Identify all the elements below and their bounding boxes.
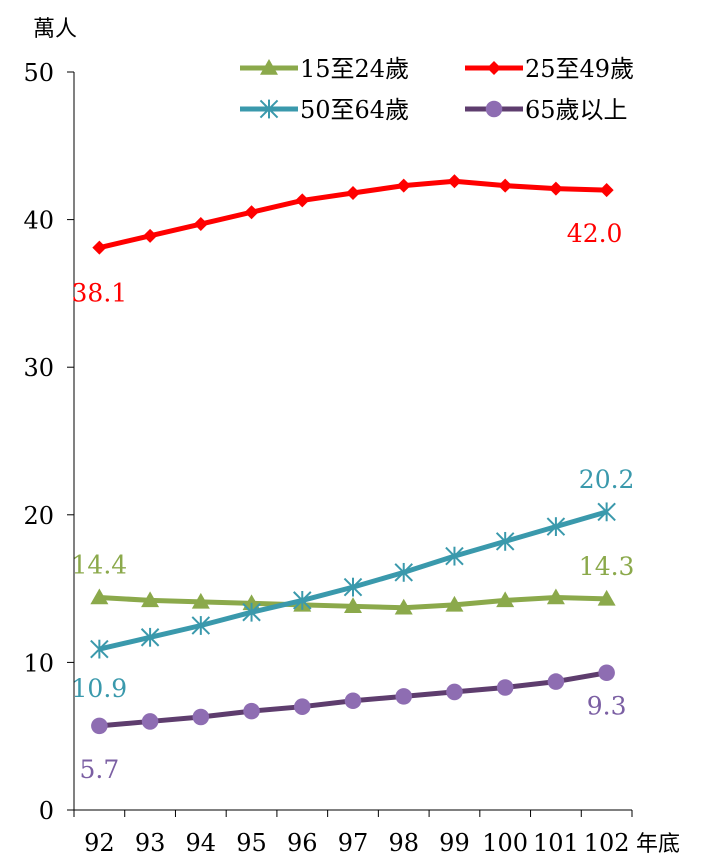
- data-point-marker: [193, 217, 208, 232]
- series-2: [90, 502, 616, 659]
- legend-label: 15至24歲: [300, 55, 409, 83]
- data-point-marker: [343, 577, 363, 597]
- data-point-marker: [546, 517, 566, 537]
- data-point-marker: [92, 240, 107, 255]
- y-tick-label: 0: [39, 797, 54, 825]
- y-tick-label: 50: [23, 59, 54, 87]
- series-layer: [90, 174, 616, 735]
- legend-item-1: 25至49歲: [465, 55, 634, 83]
- data-point-marker: [547, 673, 565, 690]
- x-tick-label: 99: [439, 829, 470, 857]
- data-label: 9.3: [587, 692, 627, 721]
- x-tick-label: 102: [584, 829, 630, 857]
- y-tick-label: 10: [23, 649, 54, 677]
- data-point-marker: [548, 181, 563, 196]
- data-point-marker: [597, 502, 616, 522]
- data-point-marker: [344, 597, 362, 614]
- data-label: 38.1: [72, 279, 128, 308]
- data-point-marker: [445, 595, 464, 612]
- data-point-marker: [486, 60, 502, 76]
- data-point-marker: [91, 717, 108, 735]
- data-point-marker: [192, 708, 210, 726]
- data-point-marker: [244, 205, 259, 220]
- series-0: [90, 588, 616, 615]
- y-tick-label: 20: [23, 502, 54, 530]
- data-labels: 14.4 14.3 38.1 42.0 10.9 20.2 5.7 9.3: [72, 219, 635, 784]
- x-axis-unit-label: 年底: [636, 832, 680, 857]
- y-tick-label: 40: [23, 207, 54, 235]
- data-point-marker: [495, 531, 515, 551]
- series-3: [91, 664, 615, 735]
- data-point-marker: [90, 639, 109, 659]
- data-point-marker: [90, 588, 109, 605]
- data-point-marker: [243, 702, 260, 720]
- x-tick-label: 100: [482, 829, 528, 857]
- data-label: 14.3: [579, 552, 635, 581]
- data-point-marker: [141, 591, 160, 608]
- data-point-marker: [242, 602, 261, 622]
- data-point-marker: [295, 193, 310, 208]
- data-point-marker: [498, 178, 513, 193]
- x-tick-label: 93: [135, 829, 166, 857]
- data-point-marker: [485, 100, 503, 118]
- data-point-marker: [140, 627, 160, 647]
- data-point-marker: [599, 183, 614, 198]
- legend-item-3: 65歲以上: [465, 96, 628, 124]
- data-point-marker: [447, 174, 462, 189]
- data-point-marker: [394, 562, 413, 582]
- data-point-marker: [394, 598, 413, 615]
- legend: 15至24歲 25至49歲 50至64歲 65歲以上: [240, 55, 634, 124]
- data-point-marker: [242, 594, 261, 611]
- data-point-marker: [546, 588, 565, 605]
- data-point-marker: [395, 688, 413, 705]
- y-axis-unit-label: 萬人: [33, 17, 77, 42]
- x-tick-label: 96: [287, 829, 318, 857]
- data-point-marker: [191, 592, 210, 609]
- legend-item-2: 50至64歲: [240, 96, 409, 124]
- data-point-marker: [344, 692, 362, 710]
- data-label: 10.9: [72, 674, 128, 703]
- data-point-marker: [445, 546, 464, 566]
- data-point-marker: [345, 186, 361, 201]
- data-point-marker: [191, 616, 211, 635]
- series-1: [92, 174, 614, 255]
- data-label: 5.7: [79, 755, 119, 784]
- y-tick-label: 30: [23, 354, 54, 382]
- data-point-marker: [597, 589, 616, 606]
- legend-label: 25至49歲: [525, 55, 634, 83]
- data-point-marker: [496, 679, 514, 696]
- legend-label: 65歲以上: [525, 96, 628, 124]
- data-point-marker: [143, 228, 158, 243]
- data-point-marker: [293, 591, 312, 610]
- data-label: 42.0: [567, 219, 623, 248]
- data-point-marker: [446, 683, 463, 701]
- x-tick-label: 97: [338, 829, 369, 857]
- data-point-marker: [396, 178, 411, 193]
- axes: 0 10 20 30 40 50 92 93 94 95 96 97 98 99 100 101 102: [23, 59, 633, 857]
- data-point-marker: [259, 99, 279, 119]
- legend-label: 50至64歲: [300, 96, 409, 124]
- x-tick-label: 98: [388, 829, 419, 857]
- data-point-marker: [260, 59, 278, 75]
- data-label: 14.4: [72, 550, 128, 579]
- data-point-marker: [496, 591, 515, 608]
- legend-item-0: 15至24歲: [240, 55, 409, 83]
- x-tick-label: 92: [84, 829, 115, 857]
- data-point-marker: [141, 713, 159, 730]
- x-tick-label: 101: [533, 829, 579, 857]
- data-point-marker: [598, 664, 615, 682]
- data-point-marker: [293, 698, 311, 715]
- x-tick-label: 94: [186, 829, 217, 857]
- data-label: 20.2: [579, 465, 635, 494]
- x-tick-label: 95: [236, 829, 267, 857]
